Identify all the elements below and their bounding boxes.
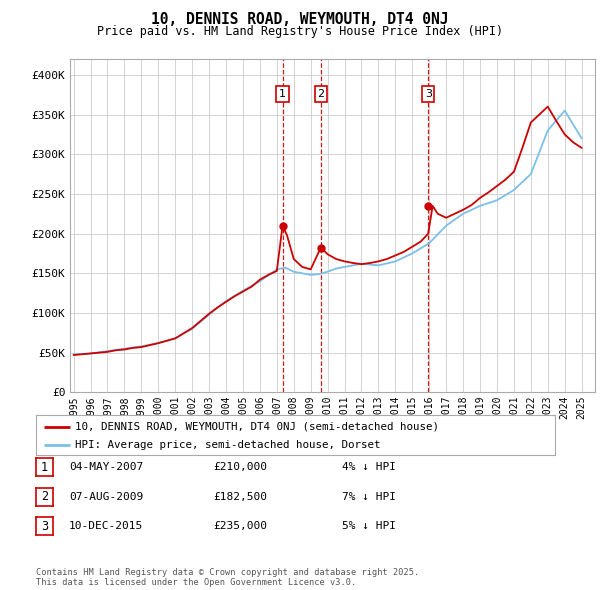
Text: Contains HM Land Registry data © Crown copyright and database right 2025.
This d: Contains HM Land Registry data © Crown c…: [36, 568, 419, 587]
Text: 5% ↓ HPI: 5% ↓ HPI: [342, 522, 396, 531]
Text: 10-DEC-2015: 10-DEC-2015: [69, 522, 143, 531]
Text: 07-AUG-2009: 07-AUG-2009: [69, 492, 143, 502]
Text: £182,500: £182,500: [213, 492, 267, 502]
Text: 4% ↓ HPI: 4% ↓ HPI: [342, 463, 396, 472]
Text: 10, DENNIS ROAD, WEYMOUTH, DT4 0NJ: 10, DENNIS ROAD, WEYMOUTH, DT4 0NJ: [151, 12, 449, 27]
Text: 1: 1: [41, 461, 48, 474]
Text: 2: 2: [41, 490, 48, 503]
Text: 2: 2: [317, 89, 325, 99]
Text: 3: 3: [41, 520, 48, 533]
Text: 7% ↓ HPI: 7% ↓ HPI: [342, 492, 396, 502]
Text: HPI: Average price, semi-detached house, Dorset: HPI: Average price, semi-detached house,…: [75, 441, 380, 450]
Text: 04-MAY-2007: 04-MAY-2007: [69, 463, 143, 472]
Text: 10, DENNIS ROAD, WEYMOUTH, DT4 0NJ (semi-detached house): 10, DENNIS ROAD, WEYMOUTH, DT4 0NJ (semi…: [75, 422, 439, 432]
Text: 3: 3: [425, 89, 432, 99]
Text: £235,000: £235,000: [213, 522, 267, 531]
Text: Price paid vs. HM Land Registry's House Price Index (HPI): Price paid vs. HM Land Registry's House …: [97, 25, 503, 38]
Text: 1: 1: [279, 89, 286, 99]
Text: £210,000: £210,000: [213, 463, 267, 472]
